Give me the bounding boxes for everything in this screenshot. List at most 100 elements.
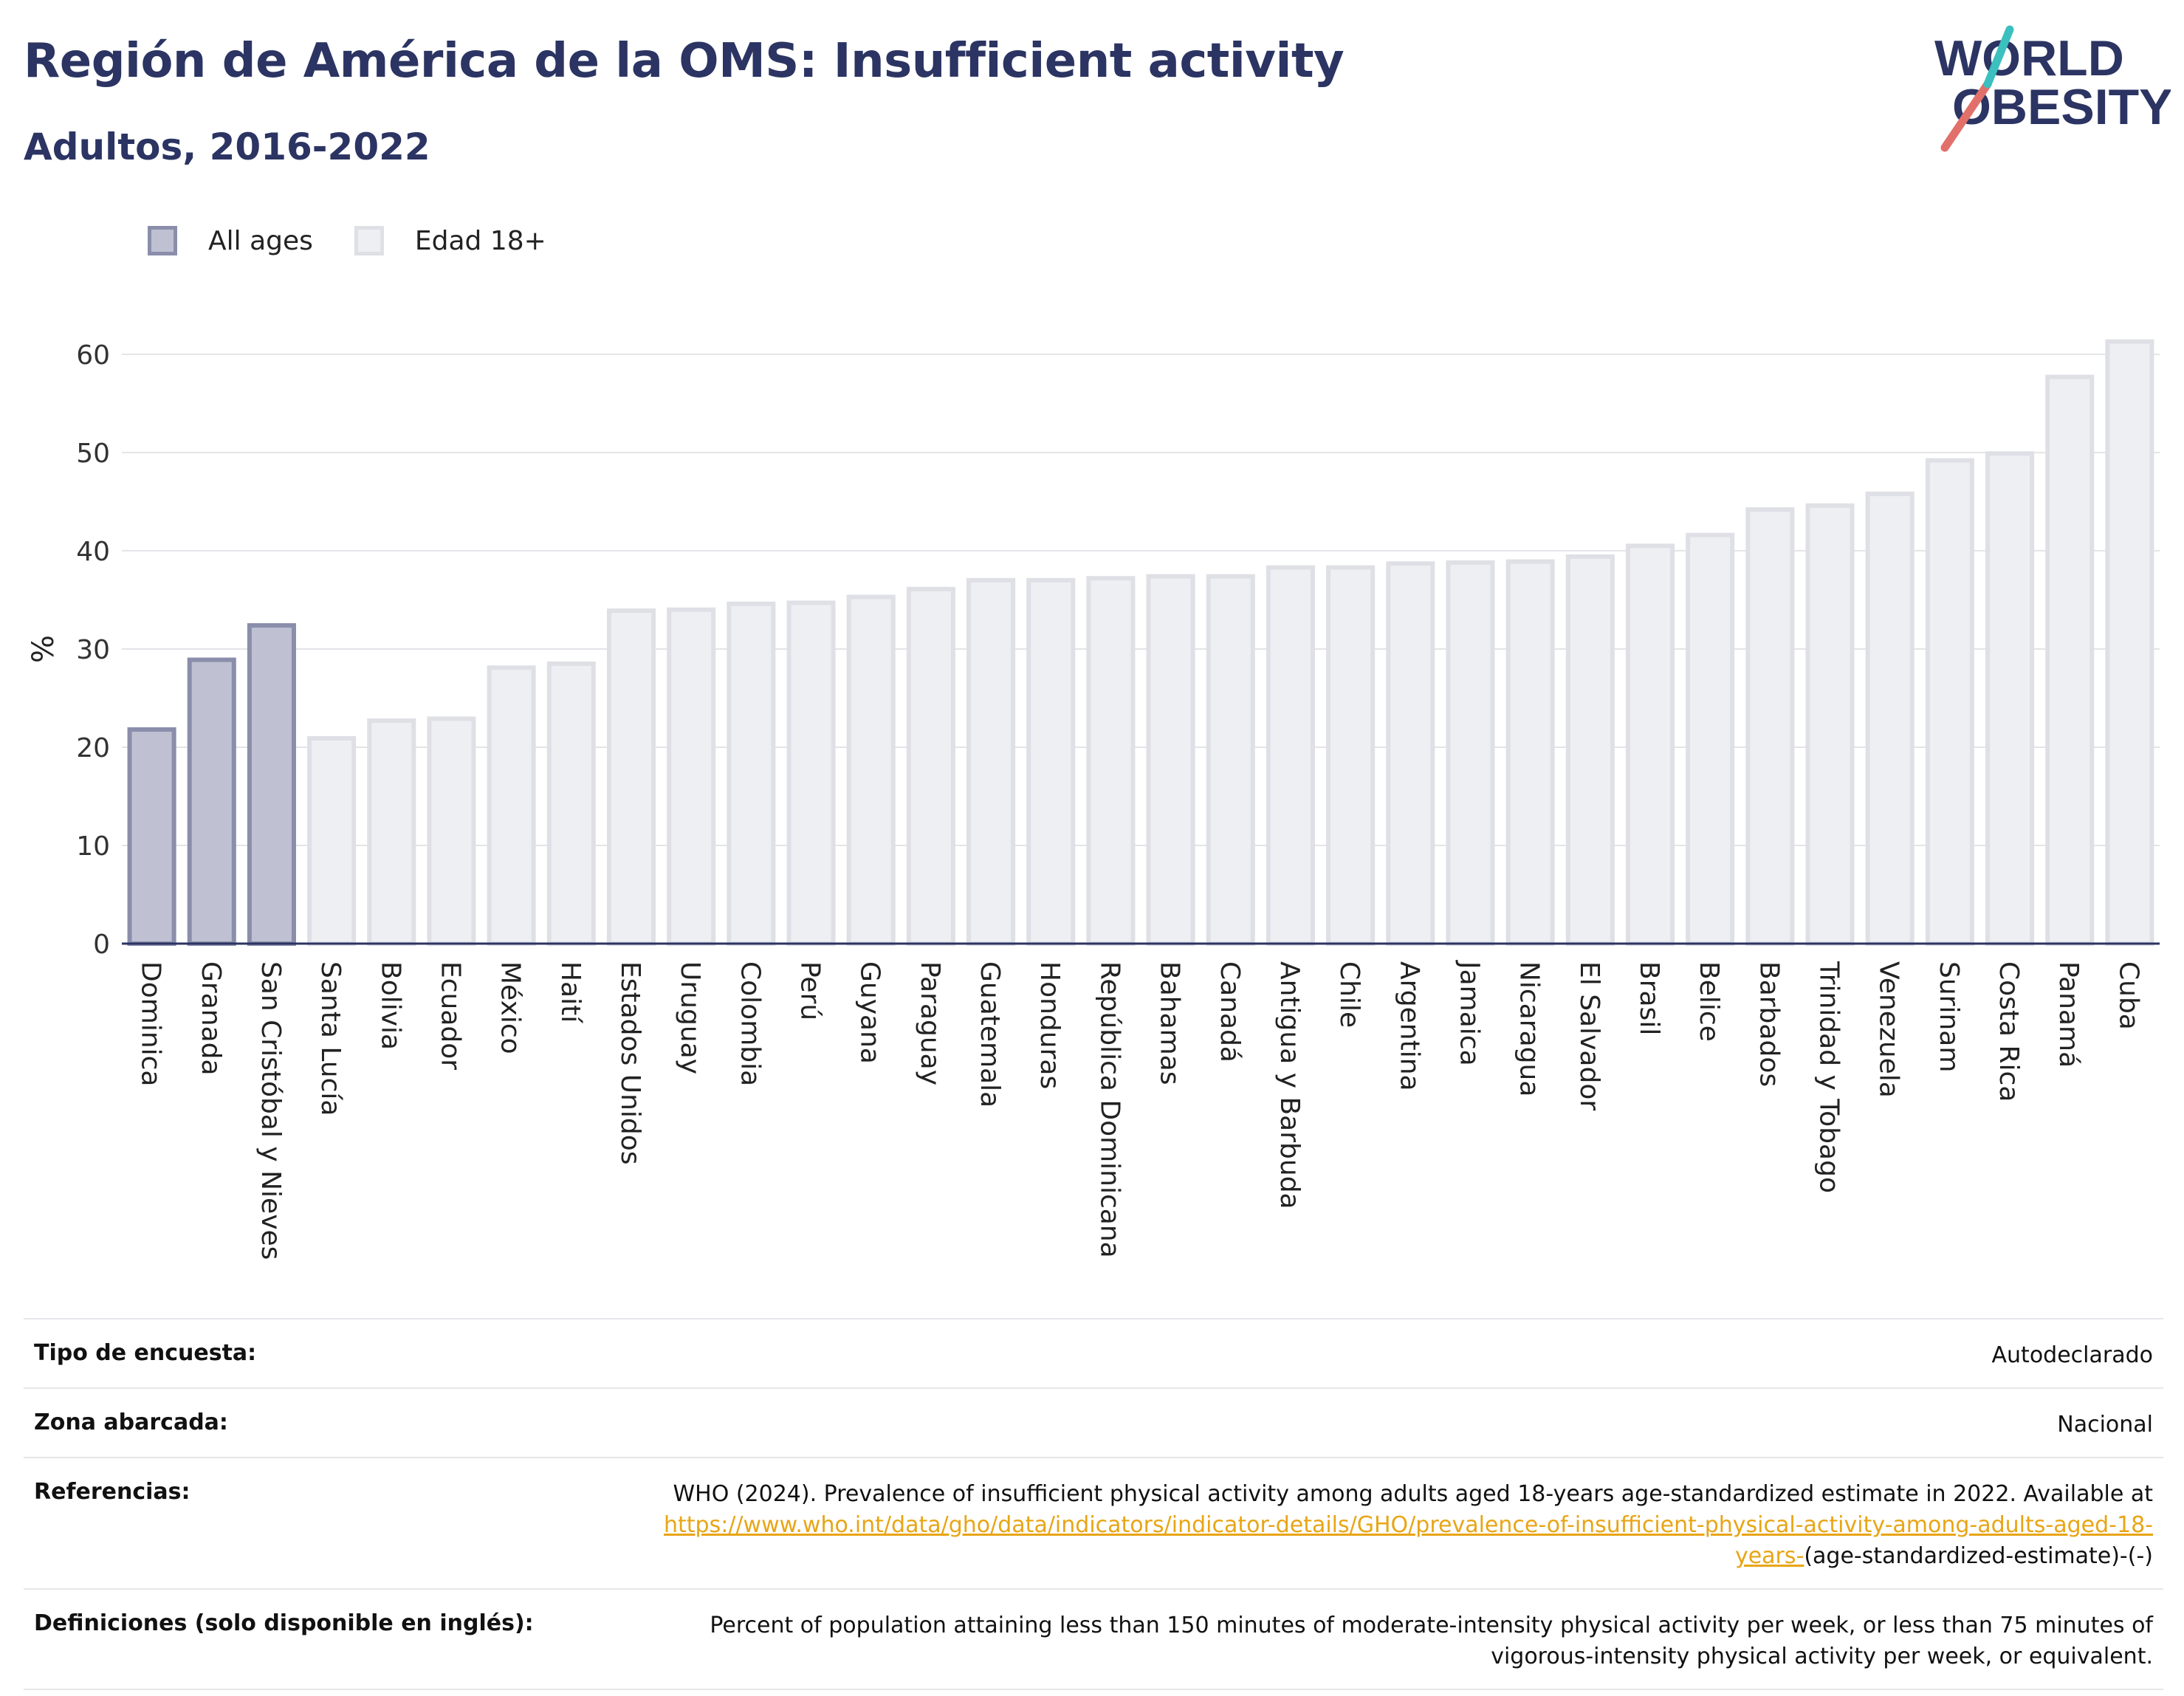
x-tick-label: Perú xyxy=(795,961,825,1020)
x-tick-label: Barbados xyxy=(1754,961,1784,1087)
bar xyxy=(1505,559,1555,947)
bar xyxy=(1086,576,1136,946)
x-tick-label: Honduras xyxy=(1034,961,1065,1089)
x-tick-label: Guatemala xyxy=(975,961,1005,1108)
world-obesity-logo: WORLD OBESITY xyxy=(1934,25,2171,152)
x-tick-label: Santa Lucía xyxy=(315,961,346,1116)
legend-swatch-edad-18 xyxy=(354,226,384,255)
info-value-survey-type: Autodeclarado xyxy=(1991,1342,2153,1368)
logo-line1: WORLD xyxy=(1934,30,2124,86)
x-tick-label: Canadá xyxy=(1215,961,1245,1062)
bar xyxy=(1625,543,1675,946)
info-table: Tipo de encuesta: Autodeclarado Zona aba… xyxy=(24,1318,2163,1690)
bar xyxy=(1565,554,1615,946)
reference-text: WHO (2024). Prevalence of insufficient p… xyxy=(673,1481,2153,1507)
x-tick-label: Belice xyxy=(1694,961,1724,1042)
legend-swatch-all-ages xyxy=(148,226,177,255)
bar xyxy=(2045,374,2095,946)
bar xyxy=(546,661,596,946)
info-value-definitions: Percent of population attaining less tha… xyxy=(710,1613,2153,1669)
x-tick-label: Surinam xyxy=(1934,961,1964,1072)
info-row-survey-type: Tipo de encuesta: Autodeclarado xyxy=(24,1319,2163,1389)
bar xyxy=(2105,339,2154,947)
bar xyxy=(1865,491,1915,946)
x-tick-label: Uruguay xyxy=(675,961,705,1074)
bar xyxy=(187,657,236,946)
info-label-definitions: Definiciones (solo disponible en inglés)… xyxy=(34,1610,534,1636)
reference-link[interactable]: https://www.who.int/data/gho/data/indica… xyxy=(664,1512,2153,1569)
bar xyxy=(667,607,716,946)
x-tick-label: San Cristóbal y Nieves xyxy=(255,961,286,1260)
bar xyxy=(1446,560,1495,946)
x-tick-label: Cuba xyxy=(2113,961,2143,1030)
x-tick-label: Guyana xyxy=(855,961,885,1064)
bar xyxy=(727,601,776,946)
bar xyxy=(367,718,416,946)
bar xyxy=(1326,565,1376,946)
y-tick-label: 10 xyxy=(76,831,110,862)
bar xyxy=(906,586,955,946)
x-tick-label: Argentina xyxy=(1394,961,1424,1091)
bar xyxy=(1146,574,1195,946)
legend-item-edad-18[interactable]: Edad 18+ xyxy=(354,226,546,256)
chart-legend: All ages Edad 18+ xyxy=(148,220,588,261)
logo-slash-red xyxy=(1940,80,1992,152)
info-row-definitions: Definiciones (solo disponible en inglés)… xyxy=(24,1590,2163,1690)
chart-subtitle: Adultos, 2016-2022 xyxy=(24,126,430,168)
bar xyxy=(1805,503,1855,946)
x-tick-label: Venezuela xyxy=(1874,961,1904,1098)
info-row-references: Referencias: WHO (2024). Prevalence of i… xyxy=(24,1458,2163,1590)
bar xyxy=(1026,577,1076,946)
x-tick-label: Jamaica xyxy=(1454,960,1484,1066)
x-tick-label: El Salvador xyxy=(1574,961,1604,1110)
bar xyxy=(307,735,357,946)
y-tick-label: 20 xyxy=(76,733,110,763)
bar xyxy=(1985,451,2035,946)
bar xyxy=(1925,458,1974,947)
bar xyxy=(427,716,476,947)
legend-item-all-ages[interactable]: All ages xyxy=(148,226,313,256)
bar xyxy=(606,608,656,946)
bar xyxy=(247,623,296,946)
bar xyxy=(127,727,176,946)
bar xyxy=(1266,565,1315,946)
bar xyxy=(1206,574,1255,946)
x-tick-label: Bahamas xyxy=(1155,961,1185,1085)
info-value-coverage: Nacional xyxy=(2057,1412,2153,1438)
x-tick-label: Paraguay xyxy=(915,961,945,1085)
x-tick-label: Colombia xyxy=(735,961,765,1086)
x-tick-label: Bolivia xyxy=(375,961,405,1050)
y-axis-label: % xyxy=(27,635,61,663)
info-label-coverage: Zona abarcada: xyxy=(34,1410,228,1435)
info-label-survey-type: Tipo de encuesta: xyxy=(34,1340,257,1366)
y-tick-label: 60 xyxy=(76,340,110,371)
x-tick-label: Antigua y Barbuda xyxy=(1274,961,1305,1209)
logo-slash-teal xyxy=(1983,25,2014,89)
y-tick-label: 0 xyxy=(93,930,110,960)
x-tick-label: México xyxy=(495,961,526,1054)
bar xyxy=(966,577,1016,946)
x-tick-label: Haití xyxy=(555,961,586,1023)
info-value-references: WHO (2024). Prevalence of insufficient p… xyxy=(602,1479,2153,1572)
bar xyxy=(786,600,836,946)
y-tick-label: 30 xyxy=(76,635,110,665)
x-tick-label: Trinidad y Tobago xyxy=(1814,961,1844,1193)
x-tick-label: Ecuador xyxy=(435,961,465,1070)
bar xyxy=(1386,561,1435,946)
reference-text-end: (age-standardized-estimate)-(-) xyxy=(1804,1543,2153,1569)
info-row-coverage: Zona abarcada: Nacional xyxy=(24,1389,2163,1458)
chart-title: Región de América de la OMS: Insufficien… xyxy=(24,34,1345,89)
x-tick-label: Granada xyxy=(196,961,226,1076)
bar xyxy=(1745,507,1795,947)
bar-chart: 0 10 20 30 40 50 60% Dominica Granada San Cristób… xyxy=(27,339,2160,1260)
x-tick-label: Dominica xyxy=(136,961,166,1087)
x-tick-label: Panamá xyxy=(2053,961,2084,1068)
legend-label-edad-18: Edad 18+ xyxy=(414,225,546,256)
x-tick-label: Estados Unidos xyxy=(615,961,645,1165)
x-tick-label: Brasil xyxy=(1634,961,1664,1035)
bar xyxy=(846,594,896,946)
legend-label-all-ages: All ages xyxy=(208,225,313,256)
x-tick-label: Costa Rica xyxy=(1994,961,2024,1102)
bar xyxy=(1686,532,1735,946)
x-tick-label: República Dominicana xyxy=(1094,961,1124,1258)
